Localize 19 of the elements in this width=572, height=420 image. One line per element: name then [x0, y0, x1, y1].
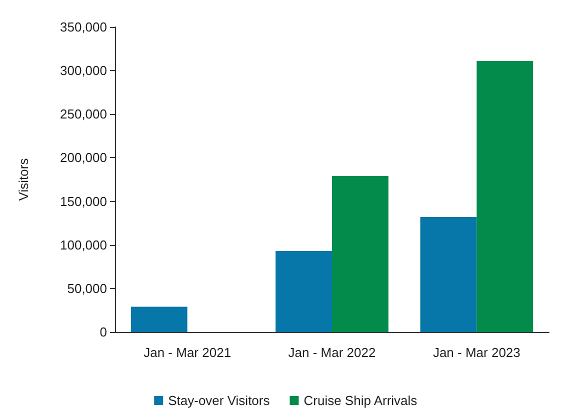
y-tick-label: 150,000: [60, 194, 107, 209]
x-tick-label: Jan - Mar 2023: [432, 345, 520, 360]
y-tick-label: 200,000: [60, 150, 107, 166]
y-tick-label: 350,000: [60, 20, 107, 34]
bar: [130, 306, 188, 332]
bar: [476, 60, 534, 332]
bar: [276, 250, 332, 332]
x-tick-label: Jan - Mar 2021: [144, 345, 232, 360]
x-tick-label: Jan - Mar 2022: [288, 345, 376, 360]
y-tick-label: 50,000: [67, 280, 107, 296]
legend-label: Stay-over Visitors: [168, 393, 270, 408]
bar: [420, 216, 477, 332]
y-tick-label: 100,000: [60, 237, 107, 252]
y-tick-label: 250,000: [60, 106, 107, 122]
legend-label: Cruise Ship Arrivals: [304, 393, 418, 408]
bar: [332, 176, 388, 332]
y-tick-label: 0: [100, 324, 107, 340]
y-axis-title: Visitors: [16, 158, 31, 201]
y-tick-label: 300,000: [60, 63, 107, 78]
